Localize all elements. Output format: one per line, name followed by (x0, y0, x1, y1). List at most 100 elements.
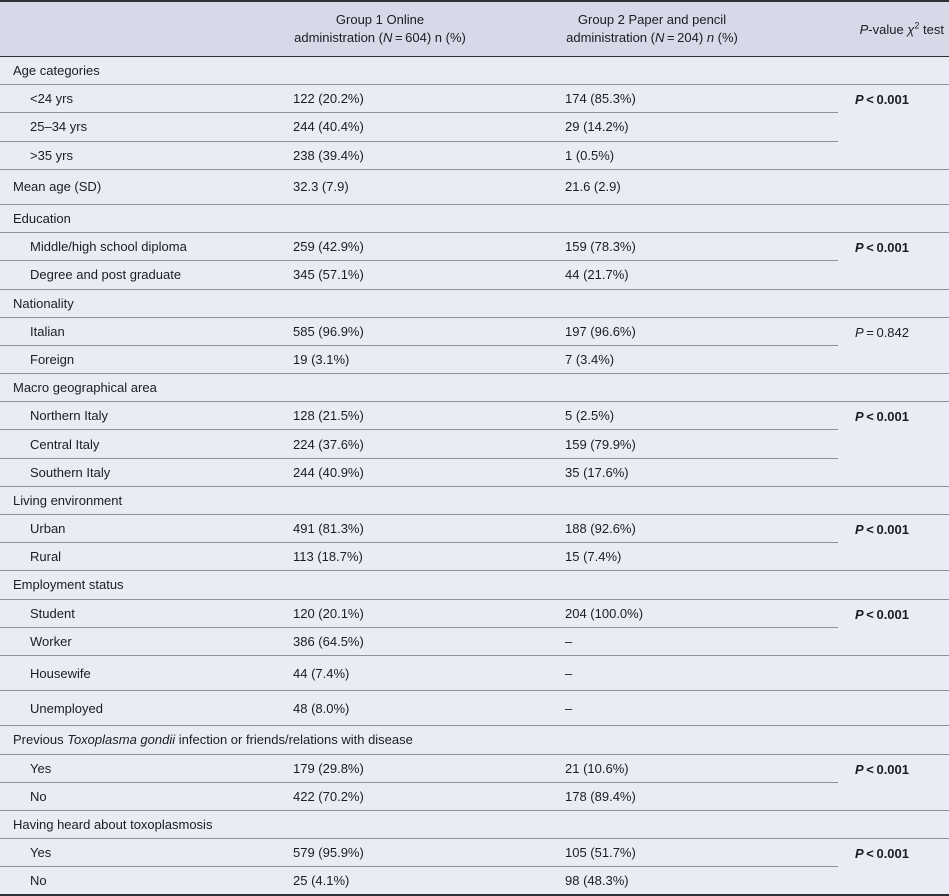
header-line2: administration (N = 204) n (%) (552, 29, 752, 47)
text-part: Employment status (13, 577, 124, 593)
text-part: = 604) n (%) (392, 30, 466, 45)
p-value: P < 0.001 (838, 84, 949, 170)
p-value: P < 0.001 (838, 514, 949, 572)
text-part: Central Italy (30, 436, 100, 452)
text-part: No (30, 873, 47, 889)
group2-value: – (552, 655, 838, 692)
row-label: Yes (0, 754, 280, 783)
group1-value: 32.3 (7.9) (280, 169, 552, 205)
p-symbol: P (855, 846, 864, 862)
group2-value: 21 (10.6%) (552, 754, 838, 783)
p-number: < 0.001 (863, 240, 910, 256)
text-part: Housewife (30, 665, 91, 681)
section-row: Age categories (0, 56, 949, 86)
group2-value: 204 (100.0%) (552, 599, 838, 628)
group2-value: 98 (48.3%) (552, 866, 838, 896)
text-part: Age categories (13, 63, 100, 79)
row-label: Unemployed (0, 690, 280, 727)
table-row: Mean age (SD) 32.3 (7.9) 21.6 (2.9) (0, 169, 949, 205)
group1-value: 128 (21.5%) (280, 401, 552, 431)
header-line1: Group 2 Paper and pencil (577, 12, 727, 27)
group1-value: 491 (81.3%) (280, 514, 552, 544)
row-label: No (0, 782, 280, 811)
column-header-empty (0, 1, 280, 57)
p-symbol: P (855, 324, 864, 340)
text-part: Rural (30, 549, 62, 565)
section-row: Having heard about toxoplasmosis (0, 810, 949, 840)
group1-value: 244 (40.9%) (280, 458, 552, 487)
group1-value: 224 (37.6%) (280, 429, 552, 459)
text-part: Student (30, 605, 75, 621)
table-row: Italian 585 (96.9%) 197 (96.6%) P = 0.842 (0, 317, 949, 375)
text-part: -value (868, 21, 908, 37)
text-part: Degree and post graduate (30, 267, 182, 283)
group1-value: 19 (3.1%) (280, 345, 552, 375)
group2-value: 159 (79.9%) (552, 429, 838, 459)
section-row: Nationality (0, 289, 949, 318)
text-part: N (654, 30, 665, 45)
table-row: Yes 579 (95.9%) 105 (51.7%) P < 0.001 (0, 838, 949, 896)
group2-value: 29 (14.2%) (552, 112, 838, 142)
text-part: N (382, 30, 393, 45)
text-part: Previous (13, 732, 68, 748)
p-value: P < 0.001 (838, 838, 949, 896)
table-row: Southern Italy 244 (40.9%) 35 (17.6%) (0, 458, 949, 487)
group2-value: 15 (7.4%) (552, 542, 838, 572)
table-row: Student 120 (20.1%) 204 (100.0%) P < 0.001 (0, 599, 949, 656)
p-value-text: P < 0.001 (855, 409, 909, 424)
group1-value: 259 (42.9%) (280, 232, 552, 262)
row-label: 25–34 yrs (0, 112, 280, 142)
table-row: Degree and post graduate 345 (57.1%) 44 (2… (0, 260, 949, 290)
text-part: Unemployed (30, 700, 103, 716)
text-part: Foreign (30, 351, 75, 367)
table-row: Middle/high school diploma 259 (42.9%) 159… (0, 232, 949, 290)
group1-value: 579 (95.9%) (280, 838, 552, 868)
p-value-text: P < 0.001 (855, 92, 909, 107)
row-label: Degree and post graduate (0, 260, 280, 290)
p-value: P = 0.842 (838, 317, 949, 375)
p-number: = 0.842 (863, 324, 910, 340)
p-value-text: P < 0.001 (855, 846, 909, 861)
section-row: Employment status (0, 570, 949, 600)
row-label: Northern Italy (0, 401, 280, 431)
section-row: Living environment (0, 486, 949, 516)
group1-value: 25 (4.1%) (280, 866, 552, 896)
group2-value: 159 (78.3%) (552, 232, 838, 262)
text-part: infection or friends/relations with dise… (175, 732, 413, 748)
section-label: Previous Toxoplasma gondii infection or … (0, 725, 949, 755)
group2-value: 44 (21.7%) (552, 260, 838, 290)
header-line2: administration (N = 604) n (%) (280, 29, 480, 47)
text-part: = 204) (664, 30, 707, 45)
section-label: Age categories (0, 56, 949, 86)
p-number: < 0.001 (863, 761, 910, 777)
group1-value: 179 (29.8%) (280, 754, 552, 783)
table-row: Unemployed 48 (8.0%) – (0, 690, 949, 727)
section-label: Having heard about toxoplasmosis (0, 810, 949, 840)
group1-value: 386 (64.5%) (280, 627, 552, 656)
group2-value: 174 (85.3%) (552, 84, 838, 114)
text-part: Living environment (13, 492, 123, 508)
text-part: test (919, 21, 944, 37)
group1-value: 122 (20.2%) (280, 84, 552, 114)
row-label: Middle/high school diploma (0, 232, 280, 262)
group1-value: 113 (18.7%) (280, 542, 552, 572)
p-symbol: P (855, 522, 864, 537)
group1-value: 422 (70.2%) (280, 782, 552, 811)
section-row: Macro geographical area (0, 373, 949, 403)
section-label: Macro geographical area (0, 373, 949, 403)
text-part: P (859, 21, 869, 37)
table-row: Worker 386 (64.5%) – (0, 627, 949, 656)
text-part: Macro geographical area (13, 380, 157, 396)
table-header: Group 1 Online administration (N = 604) n… (0, 1, 949, 57)
p-number: < 0.001 (863, 409, 910, 425)
group1-value: 48 (8.0%) (280, 690, 552, 727)
section-label: Employment status (0, 570, 949, 600)
group2-value: 35 (17.6%) (552, 458, 838, 487)
table-body: Age categories <24 yrs 122 (20.2%) 174 (85.… (0, 56, 949, 896)
p-value-text: P < 0.001 (855, 762, 909, 777)
text-part: Having heard about toxoplasmosis (13, 816, 213, 832)
text-part: n (706, 30, 715, 45)
text-part: Middle/high school diploma (30, 239, 187, 255)
text-part: Italian (30, 323, 65, 339)
